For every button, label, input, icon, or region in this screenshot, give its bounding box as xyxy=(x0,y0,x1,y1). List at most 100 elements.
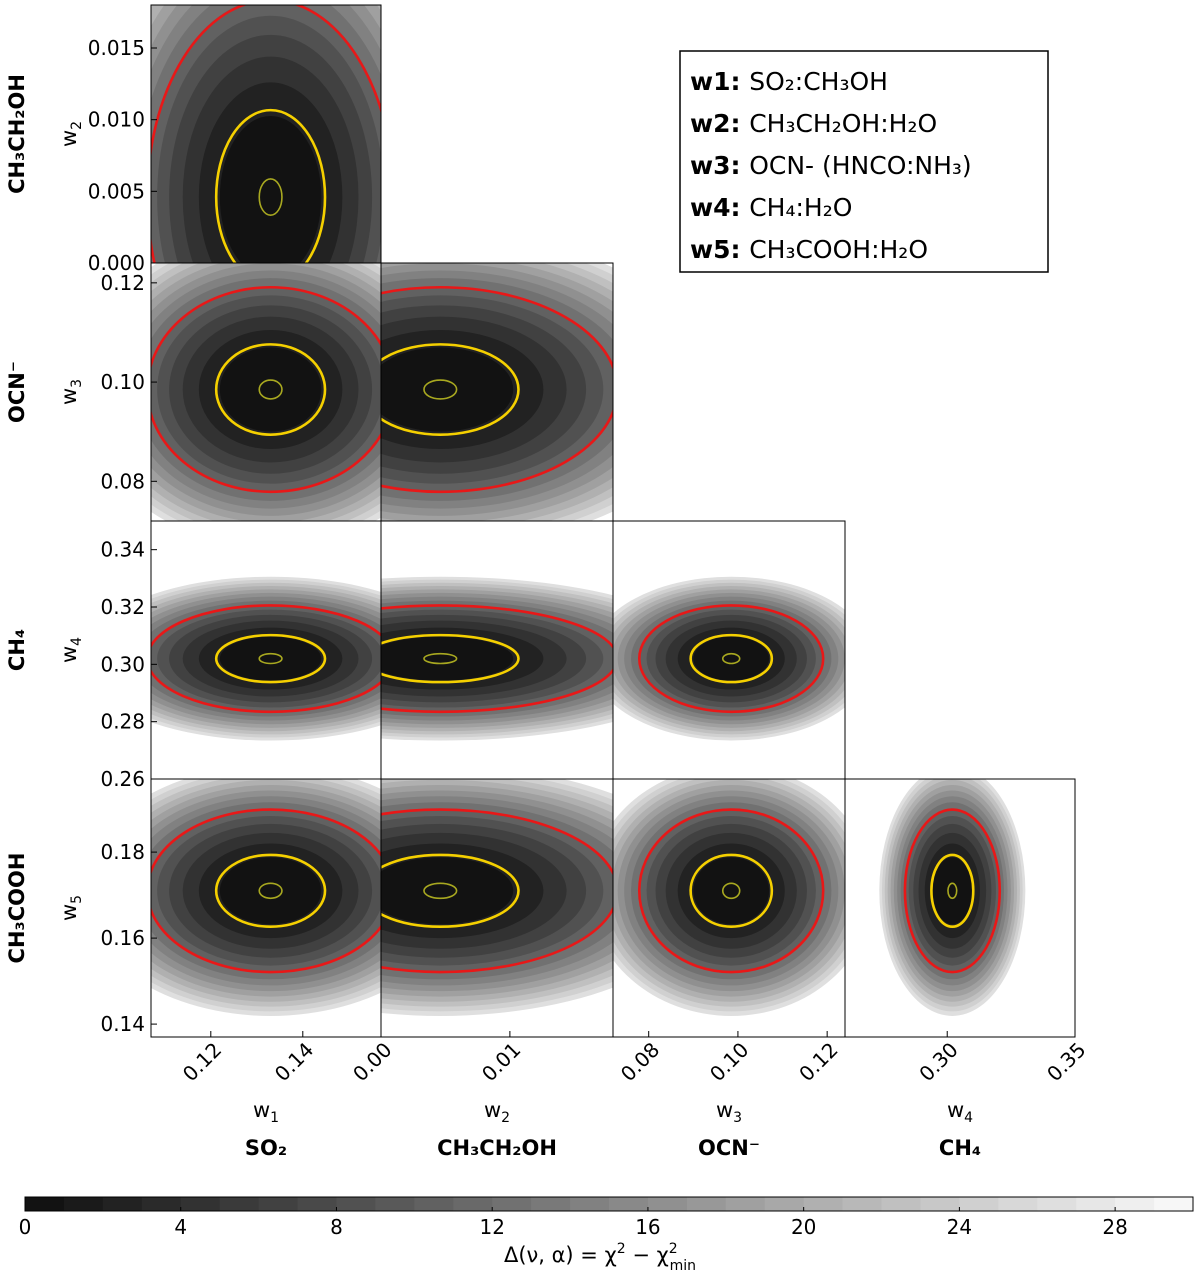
colorbar-segment xyxy=(842,1197,883,1211)
x-tick-label: 0.30 xyxy=(914,1038,962,1086)
colorbar-segment xyxy=(1115,1197,1155,1211)
x-species-w1: SO₂ xyxy=(245,1136,287,1160)
x-tick-label: 0.14 xyxy=(270,1038,318,1086)
contours xyxy=(151,808,381,974)
fill-level xyxy=(381,857,514,925)
colorbar-segment xyxy=(570,1197,610,1211)
colorbar-segment xyxy=(141,1197,182,1211)
chi2-fill xyxy=(151,5,381,263)
contour-inner xyxy=(721,652,741,665)
contours xyxy=(903,808,1002,974)
colorbar-label: Δ(ν, α) = χ2 − χ2 min xyxy=(504,1241,696,1274)
chi2-fill xyxy=(879,779,1026,1016)
y-tick-label: 0.32 xyxy=(100,595,145,619)
contour-inner xyxy=(423,379,458,400)
colorbar-segment xyxy=(102,1197,143,1211)
contour-3-sigma xyxy=(903,808,1002,974)
colorbar-tick-label: 24 xyxy=(947,1215,972,1239)
y-tick-label: 0.12 xyxy=(100,271,145,295)
y-tick-label: 0.08 xyxy=(100,469,145,493)
x-tick-label: 0.08 xyxy=(616,1038,664,1086)
panel-frame xyxy=(844,778,1076,1038)
contour-inner xyxy=(258,379,283,400)
contour-1-sigma xyxy=(381,343,520,436)
contour-inner xyxy=(258,882,283,900)
y-tick-label: 0.26 xyxy=(100,767,145,791)
contour-1-sigma xyxy=(381,633,520,684)
y-species-w3: OCN⁻ xyxy=(5,361,29,423)
contour-inner xyxy=(258,652,283,665)
contour-3-sigma xyxy=(151,285,381,494)
contour-inner xyxy=(423,882,458,900)
fill-level xyxy=(219,857,322,925)
contours xyxy=(381,604,613,714)
fill-level xyxy=(219,116,322,263)
x-species-w2: CH₃CH₂OH xyxy=(437,1136,557,1160)
contour-3-sigma xyxy=(381,604,613,714)
chi2-fill xyxy=(613,576,845,741)
contours xyxy=(151,5,381,263)
colorbar-segment xyxy=(1076,1197,1116,1211)
colorbar-segment xyxy=(336,1197,376,1211)
x-axis-symbol-w4: w4 xyxy=(947,1098,973,1126)
colorbar-tick-label: 16 xyxy=(635,1215,660,1239)
x-axis-symbol-w3: w3 xyxy=(716,1098,742,1126)
contour-1-sigma xyxy=(930,853,975,928)
colorbar-tick-label: 8 xyxy=(330,1215,343,1239)
fill-level xyxy=(381,636,514,681)
contour-1-sigma xyxy=(214,343,327,436)
y-tick-label: 0.30 xyxy=(100,652,145,676)
y-tick-label: 0.16 xyxy=(100,926,145,950)
y-species-w2: CH₃CH₂OH xyxy=(5,74,29,194)
x-axis-symbol-w1: w1 xyxy=(253,1098,279,1126)
colorbar-segment xyxy=(686,1197,727,1211)
panel-w2-w3 xyxy=(380,262,614,522)
x-species-w3: OCN⁻ xyxy=(698,1136,760,1160)
colorbar-segment xyxy=(803,1197,844,1211)
contours xyxy=(381,285,613,494)
colorbar-segment xyxy=(492,1197,532,1211)
fill-level xyxy=(219,347,322,432)
x-tick-label: 0.12 xyxy=(794,1038,842,1086)
colorbar-segment xyxy=(920,1197,960,1211)
contours xyxy=(151,604,381,714)
y-axis-symbol-w3: w3 xyxy=(57,379,85,405)
panel-w1-w3: 0.08 0.10 0.12 xyxy=(100,262,382,522)
fill-level xyxy=(381,347,514,432)
y-tick-label: 0.015 xyxy=(88,36,145,60)
y-tick-label: 0.28 xyxy=(100,710,145,734)
fill-level xyxy=(932,857,972,925)
x-tick-label: 0.01 xyxy=(477,1038,525,1086)
contour-1-sigma xyxy=(689,633,774,684)
colorbar-segment xyxy=(414,1197,454,1211)
contour-3-sigma xyxy=(151,604,381,714)
colorbar-segment xyxy=(453,1197,493,1211)
contour-3-sigma xyxy=(151,808,381,974)
y-species-w4: CH₄ xyxy=(5,629,29,671)
contour-3-sigma xyxy=(381,285,613,494)
x-species-w4: CH₄ xyxy=(939,1136,981,1160)
colorbar-segment xyxy=(959,1197,999,1211)
y-tick-label: 0.005 xyxy=(88,179,145,203)
contours xyxy=(151,285,381,494)
y-tick-label: 0.18 xyxy=(100,840,145,864)
contour-1-sigma xyxy=(214,108,327,263)
colorbar-segment xyxy=(375,1197,415,1211)
contour-3-sigma xyxy=(381,808,613,974)
legend: w1: SO₂:CH₃OH w2: CH₃CH₂OH:H₂O w3: OCN- (H… xyxy=(679,50,1049,273)
legend-item: w4: CH₄:H₂O xyxy=(690,193,852,222)
contour-inner xyxy=(258,178,283,216)
colorbar-segment xyxy=(1154,1197,1194,1211)
colorbar-tick-label: 0 xyxy=(19,1215,32,1239)
y-tick-label: 0.10 xyxy=(100,370,145,394)
axis-labels: w2 CH₃CH₂OH w3 OCN⁻ w4 CH₄ w5 CH₃COOH w1 SO₂ w2 CH₃… xyxy=(5,74,981,1160)
colorbar-segment xyxy=(881,1197,921,1211)
y-tick-label: 0.34 xyxy=(100,538,145,562)
colorbar-segment xyxy=(258,1197,299,1211)
colorbar-segment xyxy=(297,1197,337,1211)
legend-item: w5: CH₃COOH:H₂O xyxy=(690,235,928,264)
fill-level xyxy=(693,857,770,925)
contours xyxy=(637,604,825,714)
x-axis-symbol-w2: w2 xyxy=(484,1098,510,1126)
legend-item: w2: CH₃CH₂OH:H₂O xyxy=(690,109,937,138)
